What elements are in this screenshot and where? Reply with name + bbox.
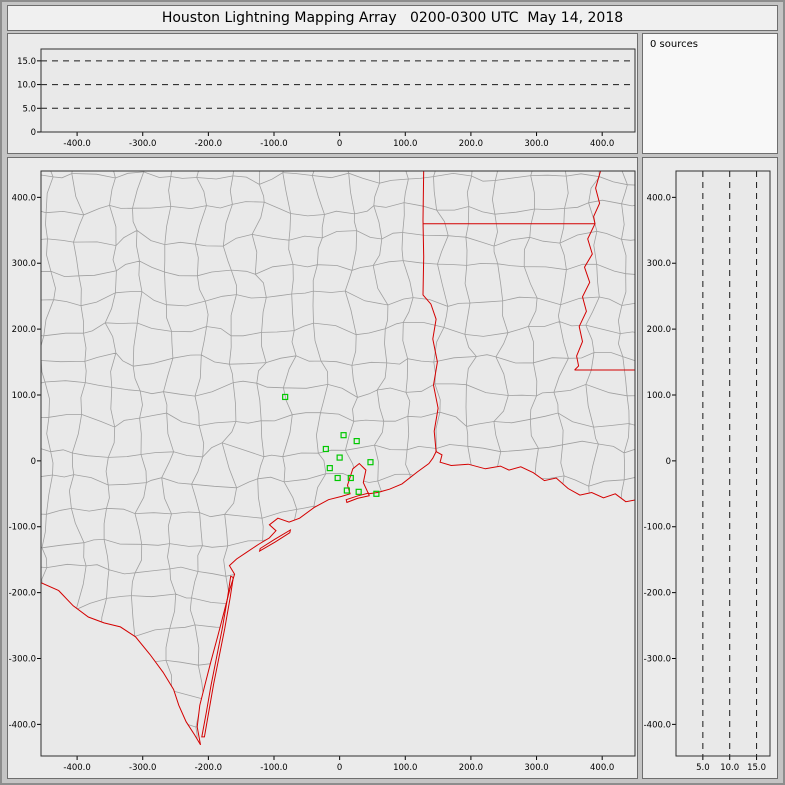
y-tick-label: -300.0 (9, 655, 36, 665)
lma-station-marker (336, 454, 343, 461)
x-tick-label: 0 (337, 763, 342, 773)
x-tick-label: 200.0 (459, 139, 483, 149)
galveston-island-outline (345, 492, 370, 504)
mississippi-river (574, 171, 602, 371)
plan-view-map-plot[interactable]: -400.0 -300.0 -200.0 -100.0 0 100.0 200.0 300.0… (8, 158, 637, 778)
sources-count-label: 0 sources (650, 39, 698, 50)
y-tick-label: -300.0 (644, 655, 671, 665)
lma-station-marker (343, 487, 350, 494)
y-tick-label: 200.0 (647, 325, 671, 335)
x-tick-label: -200.0 (195, 763, 222, 773)
altitude-north-south-panel: 5.0 10.0 15.0 400.0 300.0 200.0 100.0 0 -100.0 -2… (642, 157, 778, 779)
y-tick-label: -100.0 (644, 523, 671, 533)
x-tick-label: 100.0 (393, 763, 417, 773)
altitude-north-south-plot[interactable]: 5.0 10.0 15.0 400.0 300.0 200.0 100.0 0 -100.0 -2… (643, 158, 777, 778)
lma-station-marker (282, 393, 289, 401)
y-tick-label: 0 (666, 457, 671, 467)
y-tick-label: -400.0 (9, 720, 36, 730)
x-tick-label: 400.0 (590, 763, 614, 773)
x-tick-label: 5.0 (696, 763, 710, 773)
x-tick-label: -300.0 (129, 763, 156, 773)
gulf-coastline (196, 450, 635, 745)
x-tick-label: -400.0 (63, 763, 90, 773)
x-tick-label: 15.0 (747, 763, 766, 773)
lma-station-marker (334, 474, 341, 482)
sources-count-panel: 0 sources (642, 33, 778, 154)
y-tick-label: -200.0 (644, 589, 671, 599)
lma-station-marker (326, 465, 333, 472)
plot-frame (675, 170, 771, 757)
y-tick-label: 300.0 (647, 259, 671, 269)
x-tick-label: 400.0 (590, 139, 614, 149)
x-tick-label: -200.0 (195, 139, 222, 149)
plot-background (676, 171, 770, 756)
y-tick-label: 0 (31, 128, 36, 138)
plot-background (41, 171, 635, 756)
lma-station-marker (373, 490, 380, 497)
rio-grande-river (41, 582, 201, 746)
plot-frame (40, 170, 636, 757)
window-title: Houston Lightning Mapping Array 0200-030… (161, 10, 624, 26)
y-tick-label: 400.0 (12, 193, 36, 203)
altitude-east-west-panel: -400.0 -300.0 -200.0 -100.0 0 100.0 200.0 300.0… (7, 33, 638, 154)
altitude-east-west-plot[interactable]: -400.0 -300.0 -200.0 -100.0 0 100.0 200.0 300.0… (8, 34, 637, 153)
lma-station-marker (367, 459, 374, 466)
plot-background (41, 49, 635, 132)
lma-station-marker (355, 488, 362, 495)
y-tick-label: 5.0 (22, 104, 36, 114)
y-tick-label: 15.0 (17, 57, 36, 67)
x-tick-label: -100.0 (260, 763, 287, 773)
y-tick-label: 300.0 (12, 259, 36, 269)
x-tick-label: 10.0 (720, 763, 739, 773)
x-tick-label: -300.0 (129, 139, 156, 149)
x-tick-label: 300.0 (524, 763, 548, 773)
y-tick-label: 100.0 (647, 391, 671, 401)
y-tick-label: 100.0 (12, 391, 36, 401)
x-tick-label: 300.0 (524, 139, 548, 149)
x-tick-label: -100.0 (260, 139, 287, 149)
y-tick-label: -100.0 (9, 523, 36, 533)
y-tick-label: -400.0 (644, 720, 671, 730)
plan-view-map-panel: -400.0 -300.0 -200.0 -100.0 0 100.0 200.0 300.0… (7, 157, 638, 779)
x-tick-label: 0 (337, 139, 342, 149)
y-tick-label: 200.0 (12, 325, 36, 335)
y-tick-label: 400.0 (647, 193, 671, 203)
x-tick-label: 200.0 (459, 763, 483, 773)
y-tick-label: 0 (31, 457, 36, 467)
lma-station-marker (322, 445, 329, 453)
x-tick-label: 100.0 (393, 139, 417, 149)
lma-station-marker (347, 474, 354, 482)
x-tick-label: -400.0 (63, 139, 90, 149)
y-tick-label: -200.0 (9, 589, 36, 599)
plot-frame (40, 48, 636, 133)
y-tick-label: 10.0 (17, 81, 36, 91)
matagorda-island-outline (258, 528, 292, 553)
title-bar: Houston Lightning Mapping Array 0200-030… (7, 5, 778, 31)
texas-louisiana-border (422, 171, 439, 452)
lma-station-marker (340, 432, 347, 439)
padre-island-outline (201, 575, 234, 738)
lma-station-marker (353, 438, 360, 445)
